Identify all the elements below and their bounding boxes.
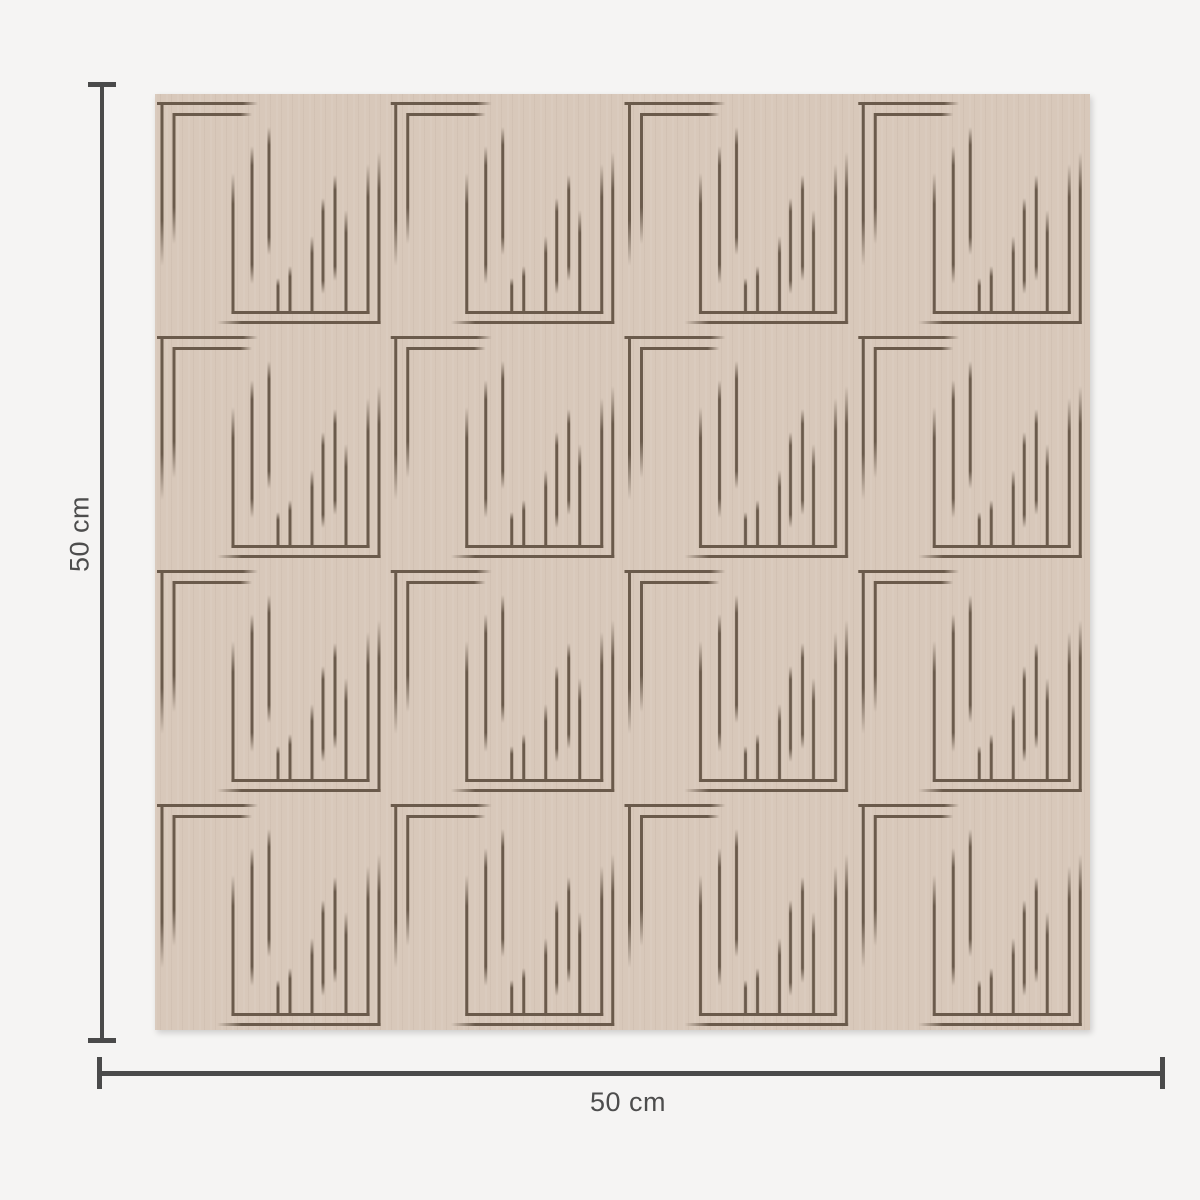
height-dimension-label: 50 cm xyxy=(64,495,95,573)
width-dimension-left-cap xyxy=(97,1057,102,1089)
width-dimension-line xyxy=(99,1071,1163,1076)
pattern-fill xyxy=(155,94,1090,1030)
height-dimension-top-cap xyxy=(88,82,116,87)
width-dimension-right-cap xyxy=(1160,1057,1165,1089)
height-dimension-line xyxy=(100,84,104,1041)
wallpaper-swatch xyxy=(155,94,1090,1030)
height-dimension-bottom-cap xyxy=(88,1038,116,1043)
wallpaper-pattern-svg xyxy=(155,94,1090,1030)
width-dimension-label: 50 cm xyxy=(589,1087,667,1117)
